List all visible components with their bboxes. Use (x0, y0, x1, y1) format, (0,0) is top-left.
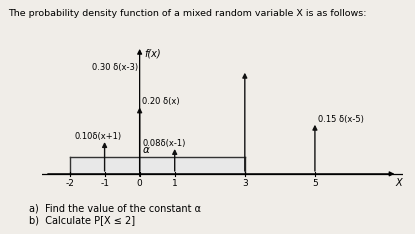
Text: α: α (142, 145, 149, 155)
Text: 0.30 δ(x-3): 0.30 δ(x-3) (92, 62, 138, 72)
Text: 0.10δ(x+1): 0.10δ(x+1) (75, 132, 122, 141)
Text: 0.08δ(x-1): 0.08δ(x-1) (142, 139, 186, 148)
Text: f(x): f(x) (144, 49, 161, 59)
Text: The probability density function of a mixed random variable X is as follows:: The probability density function of a mi… (8, 9, 367, 18)
Text: 0.20 δ(x): 0.20 δ(x) (142, 97, 180, 106)
Text: 0: 0 (137, 179, 142, 188)
Text: 1: 1 (172, 179, 178, 188)
Text: -2: -2 (65, 179, 74, 188)
Text: -1: -1 (100, 179, 109, 188)
Text: X: X (396, 178, 403, 188)
Text: 3: 3 (242, 179, 248, 188)
Text: a)  Find the value of the constant α
b)  Calculate P[X ≤ 2]: a) Find the value of the constant α b) C… (29, 204, 201, 225)
Text: 0.15 δ(x-5): 0.15 δ(x-5) (318, 115, 364, 124)
Text: 5: 5 (312, 179, 318, 188)
